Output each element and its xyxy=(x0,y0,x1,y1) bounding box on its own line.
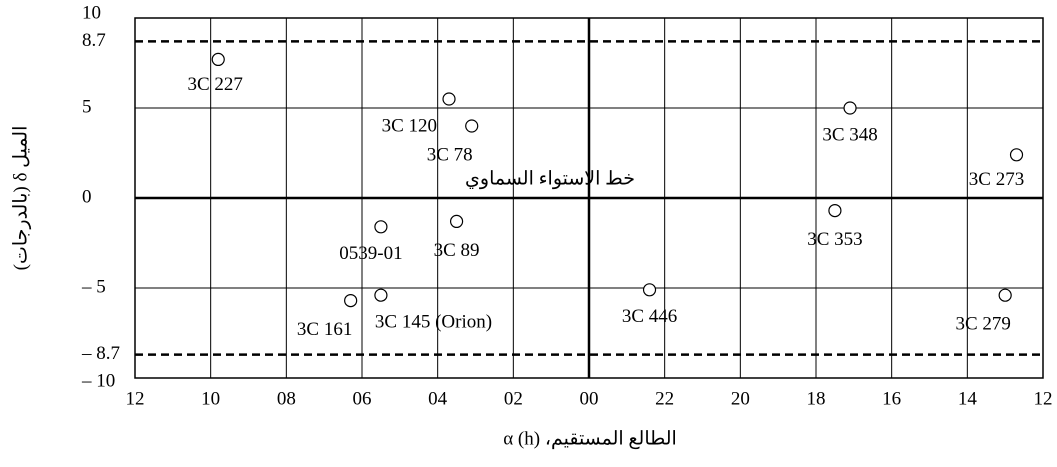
point-label: 3C 120 xyxy=(382,115,437,136)
point-label: 3C 89 xyxy=(434,240,480,261)
y-tick-label: 8.7 xyxy=(82,30,106,51)
plot-frame xyxy=(134,17,1044,379)
point xyxy=(1009,148,1024,162)
x-tick-label: 06 xyxy=(353,388,372,409)
y-tick-label: 10 xyxy=(82,2,101,23)
point xyxy=(374,288,388,302)
y-tick-label: – 5 xyxy=(81,276,106,297)
y-tick-label: 5 xyxy=(82,96,92,117)
point xyxy=(344,294,358,308)
point xyxy=(998,288,1012,302)
point-label: 3C 227 xyxy=(188,74,243,95)
point xyxy=(442,92,456,106)
y-tick-label: – 10 xyxy=(81,370,115,391)
x-tick-label: 18 xyxy=(807,388,826,409)
x-tick-label: 16 xyxy=(882,388,901,409)
x-tick-label: 12 xyxy=(1034,388,1053,409)
point-label: 3C 353 xyxy=(807,229,862,250)
y-tick-label: 0 xyxy=(82,186,92,207)
y-tick-label: – 8.7 xyxy=(81,343,120,364)
x-tick-label: 10 xyxy=(201,388,220,409)
point xyxy=(374,220,388,234)
y-axis-label: الميل δ (بالدرجات) xyxy=(10,126,31,271)
x-tick-label: 20 xyxy=(731,388,750,409)
point-label: 3C 161 xyxy=(297,319,352,340)
point-label: 3C 279 xyxy=(955,314,1010,335)
point-label: 3C 273 xyxy=(969,169,1024,190)
point xyxy=(843,101,857,115)
point-label: 0539-01 xyxy=(339,243,402,264)
x-tick-label: 04 xyxy=(428,388,448,409)
x-axis-label: الطالع المستقيم، (h) α xyxy=(503,428,677,449)
point-label: 3C 446 xyxy=(622,306,677,327)
x-tick-label: 22 xyxy=(655,388,674,409)
point-label: 3C 145 (Orion) xyxy=(375,312,492,333)
point-label: 3C 348 xyxy=(822,124,877,145)
x-tick-label: 02 xyxy=(504,388,523,409)
point xyxy=(465,119,479,133)
point xyxy=(211,52,225,67)
point-label: 3C 78 xyxy=(427,144,473,165)
annotation: خط الاستواء السماوي xyxy=(465,168,635,189)
point xyxy=(828,204,842,218)
x-tick-label: 00 xyxy=(580,388,599,409)
point xyxy=(642,283,657,297)
x-tick-label: 14 xyxy=(958,388,978,409)
x-tick-label: 08 xyxy=(277,388,296,409)
point xyxy=(449,214,464,228)
x-tick-label: 12 xyxy=(126,388,145,409)
